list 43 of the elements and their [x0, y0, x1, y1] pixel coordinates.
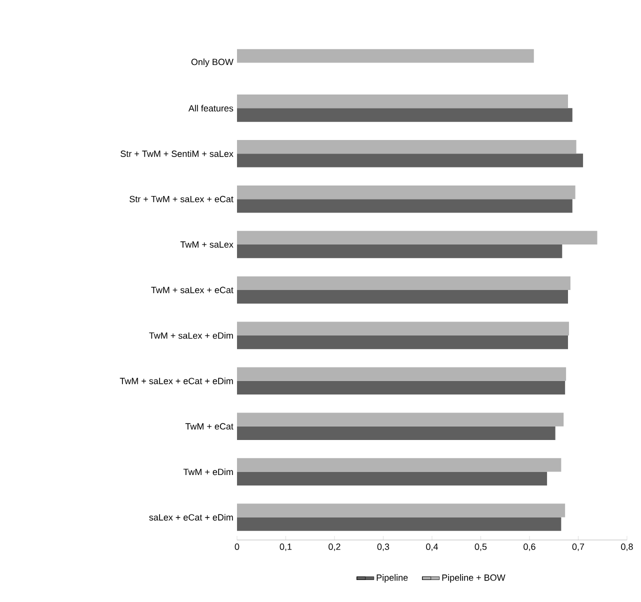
bar: [237, 199, 572, 213]
y-tick-label: Str + TwM + SentiM + saLex: [120, 150, 234, 157]
bar: [237, 335, 568, 350]
x-tick-label: 0,3: [377, 544, 390, 551]
bar: [237, 185, 576, 200]
y-tick-label: TwM + saLex: [180, 241, 234, 248]
x-tick-label: 0,6: [524, 544, 536, 551]
bar: [237, 230, 598, 245]
y-tick-label: saLex + eCat + eDim: [149, 514, 233, 521]
x-tick-label: 0: [234, 544, 240, 550]
x-tick-label: 0,7: [572, 544, 584, 551]
y-tick-label: Only BOW: [191, 58, 234, 67]
bar: [237, 244, 562, 258]
x-tick-label: 0,5: [474, 544, 487, 551]
y-tick-label: TwM + saLex + eCat: [151, 286, 234, 294]
y-tick-label: Str + TwM + saLex + eCat: [130, 196, 234, 202]
bar: [237, 380, 566, 395]
bar: [237, 322, 569, 336]
bar: [237, 140, 576, 154]
bar: [237, 154, 584, 168]
x-tick-label: 0,4: [426, 544, 438, 551]
legend-label: Pipeline: [376, 574, 408, 583]
x-tick-label: 0,2: [328, 544, 340, 551]
bar: [237, 504, 566, 518]
y-tick-label: All features: [188, 104, 234, 112]
y-tick-label: TwM + eCat: [185, 423, 234, 430]
legend-label: Pipeline + BOW: [442, 574, 506, 583]
bar: [237, 276, 570, 290]
x-tick-label: 0,1: [280, 544, 292, 551]
bar: [237, 49, 534, 63]
bar: [237, 108, 572, 122]
bar: [237, 290, 568, 304]
bar: [237, 426, 556, 440]
y-tick-label: TwM + saLex + eCat + eDim: [120, 378, 233, 384]
y-tick-label: TwM + eDim: [183, 468, 233, 476]
bar: [237, 458, 562, 472]
x-tick-label: 0,8: [621, 544, 633, 551]
bar: [237, 412, 564, 426]
y-tick-label: TwM + saLex + eDim: [149, 332, 233, 339]
bar: [237, 94, 568, 108]
bar: [237, 517, 562, 531]
bar: [237, 472, 548, 486]
bar: [237, 367, 566, 381]
